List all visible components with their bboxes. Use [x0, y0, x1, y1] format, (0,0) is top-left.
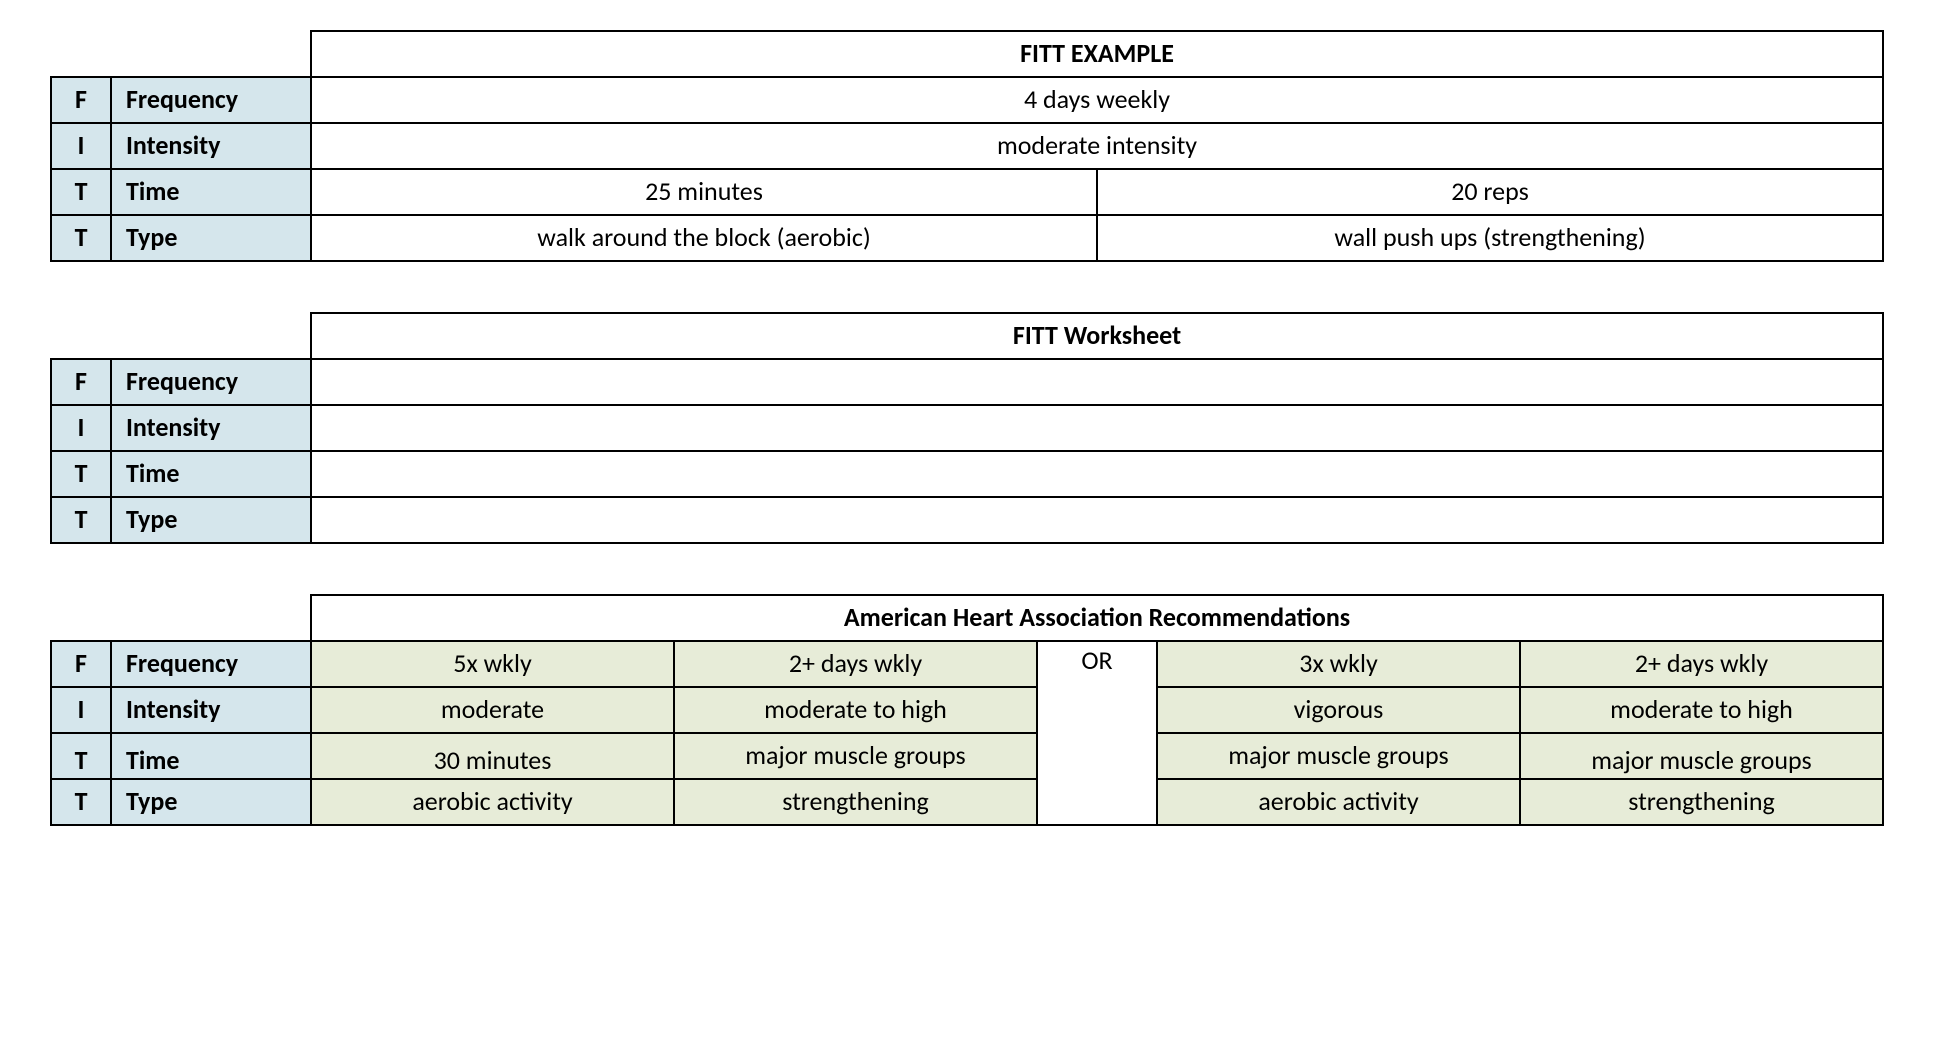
row-word: Intensity	[111, 123, 311, 169]
row-letter: T	[51, 733, 111, 779]
example-type-a: walk around the block (aerobic)	[311, 215, 1097, 261]
row-word: Intensity	[111, 405, 311, 451]
worksheet-intensity[interactable]	[311, 405, 1883, 451]
row-letter: I	[51, 405, 111, 451]
aha-table: American Heart Association Recommendatio…	[50, 594, 1884, 826]
row-letter: T	[51, 215, 111, 261]
aha-left-a-time: 30 minutes	[311, 733, 674, 779]
example-time-a: 25 minutes	[311, 169, 1097, 215]
row-word: Intensity	[111, 687, 311, 733]
aha-left-a-frequency: 5x wkly	[311, 641, 674, 687]
aha-left-a-type: aerobic activity	[311, 779, 674, 825]
row-letter: I	[51, 123, 111, 169]
fitt-example-title: FITT EXAMPLE	[311, 31, 1883, 77]
row-letter: I	[51, 687, 111, 733]
aha-left-b-time: major muscle groups	[674, 733, 1037, 779]
example-time-b: 20 reps	[1097, 169, 1883, 215]
aha-title: American Heart Association Recommendatio…	[311, 595, 1883, 641]
row-word: Type	[111, 779, 311, 825]
aha-left-b-intensity: moderate to high	[674, 687, 1037, 733]
aha-right-a-type: aerobic activity	[1157, 779, 1520, 825]
row-letter: T	[51, 451, 111, 497]
aha-or-cell: OR	[1037, 641, 1157, 825]
worksheet-type[interactable]	[311, 497, 1883, 543]
aha-right-b-type: strengthening	[1520, 779, 1883, 825]
row-word: Type	[111, 497, 311, 543]
row-word: Time	[111, 451, 311, 497]
fitt-worksheet-title: FITT Worksheet	[311, 313, 1883, 359]
example-type-b: wall push ups (strengthening)	[1097, 215, 1883, 261]
example-intensity: moderate intensity	[311, 123, 1883, 169]
fitt-worksheet-table: FITT Worksheet F Frequency I Intensity T…	[50, 312, 1884, 544]
example-frequency: 4 days weekly	[311, 77, 1883, 123]
row-letter: F	[51, 641, 111, 687]
row-letter: T	[51, 497, 111, 543]
row-letter: F	[51, 359, 111, 405]
row-word: Frequency	[111, 359, 311, 405]
aha-right-b-time: major muscle groups	[1520, 733, 1883, 779]
row-word: Frequency	[111, 77, 311, 123]
aha-right-a-time: major muscle groups	[1157, 733, 1520, 779]
aha-right-a-frequency: 3x wkly	[1157, 641, 1520, 687]
aha-right-b-intensity: moderate to high	[1520, 687, 1883, 733]
worksheet-frequency[interactable]	[311, 359, 1883, 405]
aha-right-b-frequency: 2+ days wkly	[1520, 641, 1883, 687]
fitt-example-table: FITT EXAMPLE F Frequency 4 days weekly I…	[50, 30, 1884, 262]
aha-left-a-intensity: moderate	[311, 687, 674, 733]
row-word: Type	[111, 215, 311, 261]
row-word: Time	[111, 169, 311, 215]
fitt-worksheet-page: FITT EXAMPLE F Frequency 4 days weekly I…	[0, 0, 1934, 1058]
row-word: Time	[111, 733, 311, 779]
row-letter: F	[51, 77, 111, 123]
aha-right-a-intensity: vigorous	[1157, 687, 1520, 733]
row-word: Frequency	[111, 641, 311, 687]
row-letter: T	[51, 169, 111, 215]
worksheet-time[interactable]	[311, 451, 1883, 497]
aha-left-b-type: strengthening	[674, 779, 1037, 825]
row-letter: T	[51, 779, 111, 825]
aha-left-b-frequency: 2+ days wkly	[674, 641, 1037, 687]
